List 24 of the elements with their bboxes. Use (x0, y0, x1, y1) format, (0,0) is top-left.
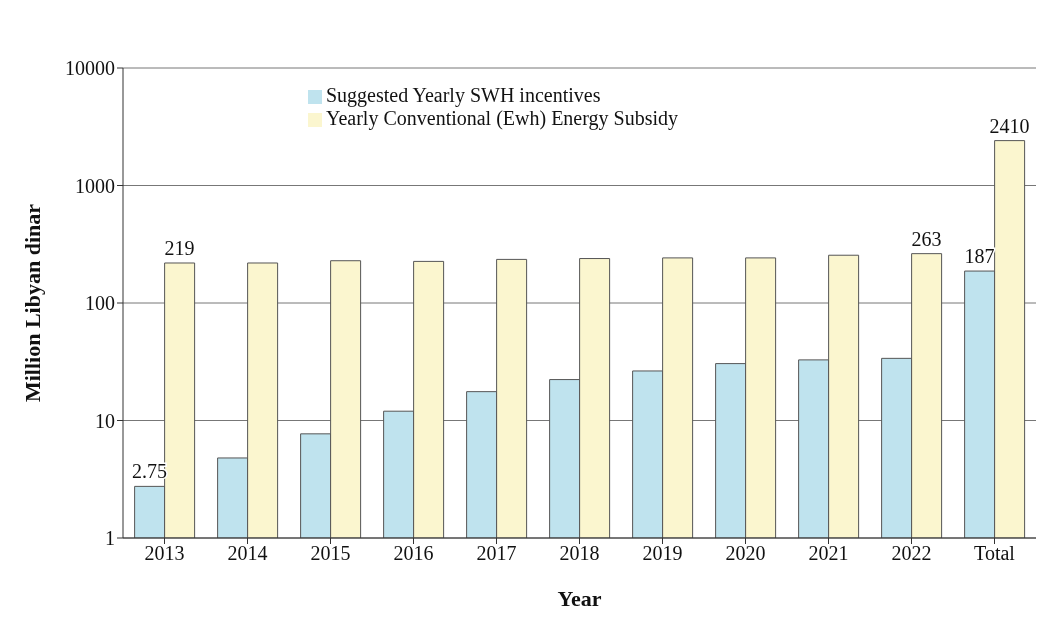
x-tick-label: 2019 (642, 542, 683, 565)
y-axis-title: Million Libyan dinar (19, 203, 45, 403)
x-tick-label: 2013 (144, 542, 185, 565)
y-tick-label: 1000 (75, 174, 115, 197)
x-tick-label: 2021 (808, 542, 849, 565)
x-tick-label: 2014 (227, 542, 268, 565)
y-tick-label: 10 (95, 409, 115, 432)
data-label: 263 (911, 227, 942, 250)
legend-label: Yearly Conventional (Ewh) Energy Subsidy (326, 107, 679, 129)
legend-label: Suggested Yearly SWH incentives (326, 84, 601, 106)
x-tick-label: 2017 (476, 542, 517, 565)
data-label: 219 (164, 237, 195, 259)
y-tick-label: 10000 (65, 57, 115, 80)
y-tick-label: 1 (105, 527, 115, 550)
x-tick-label: 2020 (725, 542, 766, 565)
x-tick-label: 2015 (310, 542, 351, 565)
x-tick-label: 2016 (393, 542, 434, 565)
y-tick-label: 100 (85, 292, 115, 315)
x-tick-label: 2018 (559, 542, 600, 565)
data-label: 187 (964, 245, 995, 268)
x-axis-title: Year (557, 586, 602, 611)
data-label: 2410 (989, 114, 1030, 137)
x-tick-label: 2022 (891, 542, 932, 565)
x-tick-label: Total (974, 542, 1016, 565)
